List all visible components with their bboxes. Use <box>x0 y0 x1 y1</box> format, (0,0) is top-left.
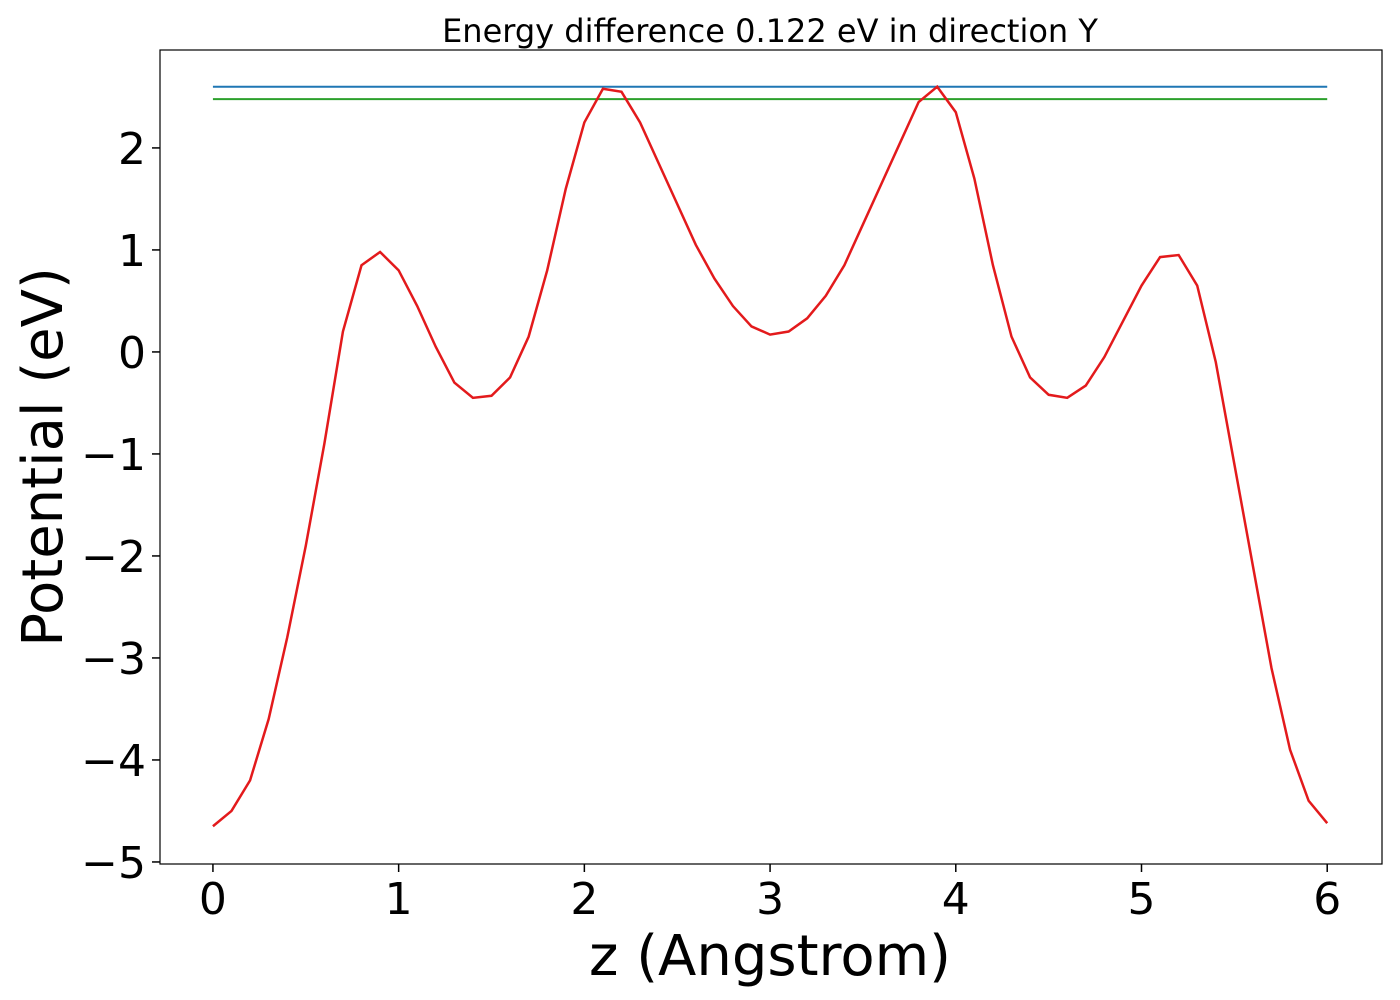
x-tick-label: 0 <box>199 874 227 925</box>
chart-title: Energy difference 0.122 eV in direction … <box>442 12 1098 50</box>
x-tick-label: 2 <box>570 874 598 925</box>
x-tick-label: 5 <box>1128 874 1156 925</box>
y-tick-label: −3 <box>81 634 146 685</box>
x-tick-label: 1 <box>385 874 413 925</box>
y-tick-label: 1 <box>118 226 146 277</box>
y-axis-label: Potential (eV) <box>11 267 76 647</box>
x-tick-label: 6 <box>1313 874 1341 925</box>
y-tick-label: 2 <box>118 124 146 175</box>
y-tick-label: −1 <box>81 430 146 481</box>
y-tick-label: −4 <box>81 736 146 787</box>
plot-frame <box>159 49 1383 865</box>
x-tick-label: 4 <box>942 874 970 925</box>
y-tick-label: 0 <box>118 328 146 379</box>
x-axis-label: z (Angstrom) <box>589 924 951 989</box>
y-tick-label: −5 <box>81 838 146 889</box>
x-tick-label: 3 <box>756 874 784 925</box>
series-line <box>212 84 1329 828</box>
y-tick-label: −2 <box>81 532 146 583</box>
